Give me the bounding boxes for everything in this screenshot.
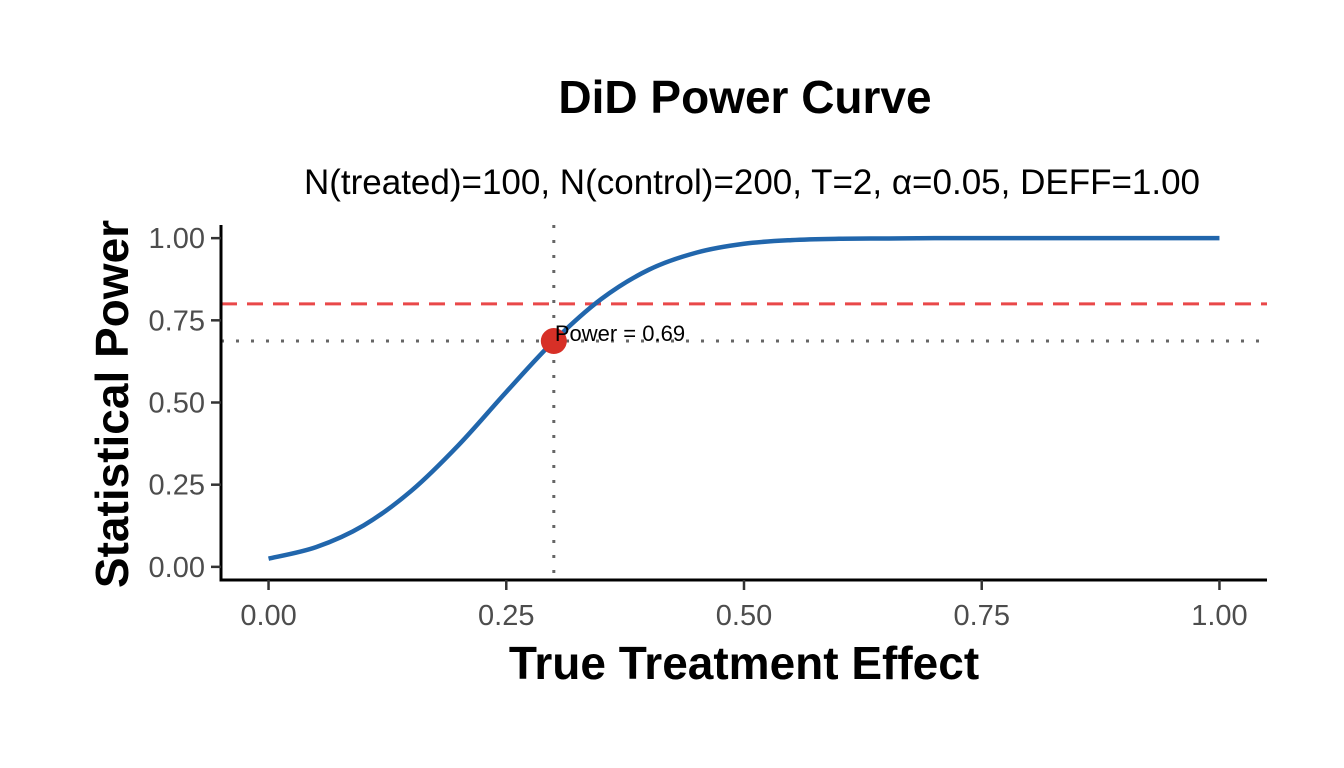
y-axis-title: Statistical Power — [86, 220, 138, 588]
y-tick-label: 0.50 — [149, 388, 205, 420]
series-line-power — [268, 235, 1220, 561]
highlight-point — [540, 328, 567, 355]
y-tick-label: 0.25 — [149, 470, 205, 502]
x-tick-label: 0.75 — [954, 600, 1010, 632]
chart-title: DiD Power Curve — [558, 71, 931, 123]
y-tick-label: 1.00 — [149, 223, 205, 255]
power-annotation: Power = 0.69 — [555, 321, 685, 346]
highlight-layer: Power = 0.69 — [540, 321, 685, 355]
x-tick-label: 1.00 — [1191, 600, 1247, 632]
chart-subtitle: N(treated)=100, N(control)=200, T=2, α=0… — [304, 163, 1200, 202]
x-tick-label: 0.25 — [478, 600, 534, 632]
axes — [219, 225, 1267, 582]
series-layer — [268, 235, 1220, 561]
y-tick-label: 0.75 — [149, 305, 205, 337]
x-axis-title: True Treatment Effect — [509, 637, 979, 689]
reference-lines — [221, 225, 1267, 580]
y-tick-label: 0.00 — [149, 552, 205, 584]
x-tick-label: 0.50 — [716, 600, 772, 632]
x-tick-label: 0.00 — [240, 600, 296, 632]
x-axis-ticks: 0.00 0.25 0.50 0.75 1.00 — [240, 580, 1248, 632]
y-axis-ticks: 0.00 0.25 0.50 0.75 1.00 — [149, 223, 221, 584]
